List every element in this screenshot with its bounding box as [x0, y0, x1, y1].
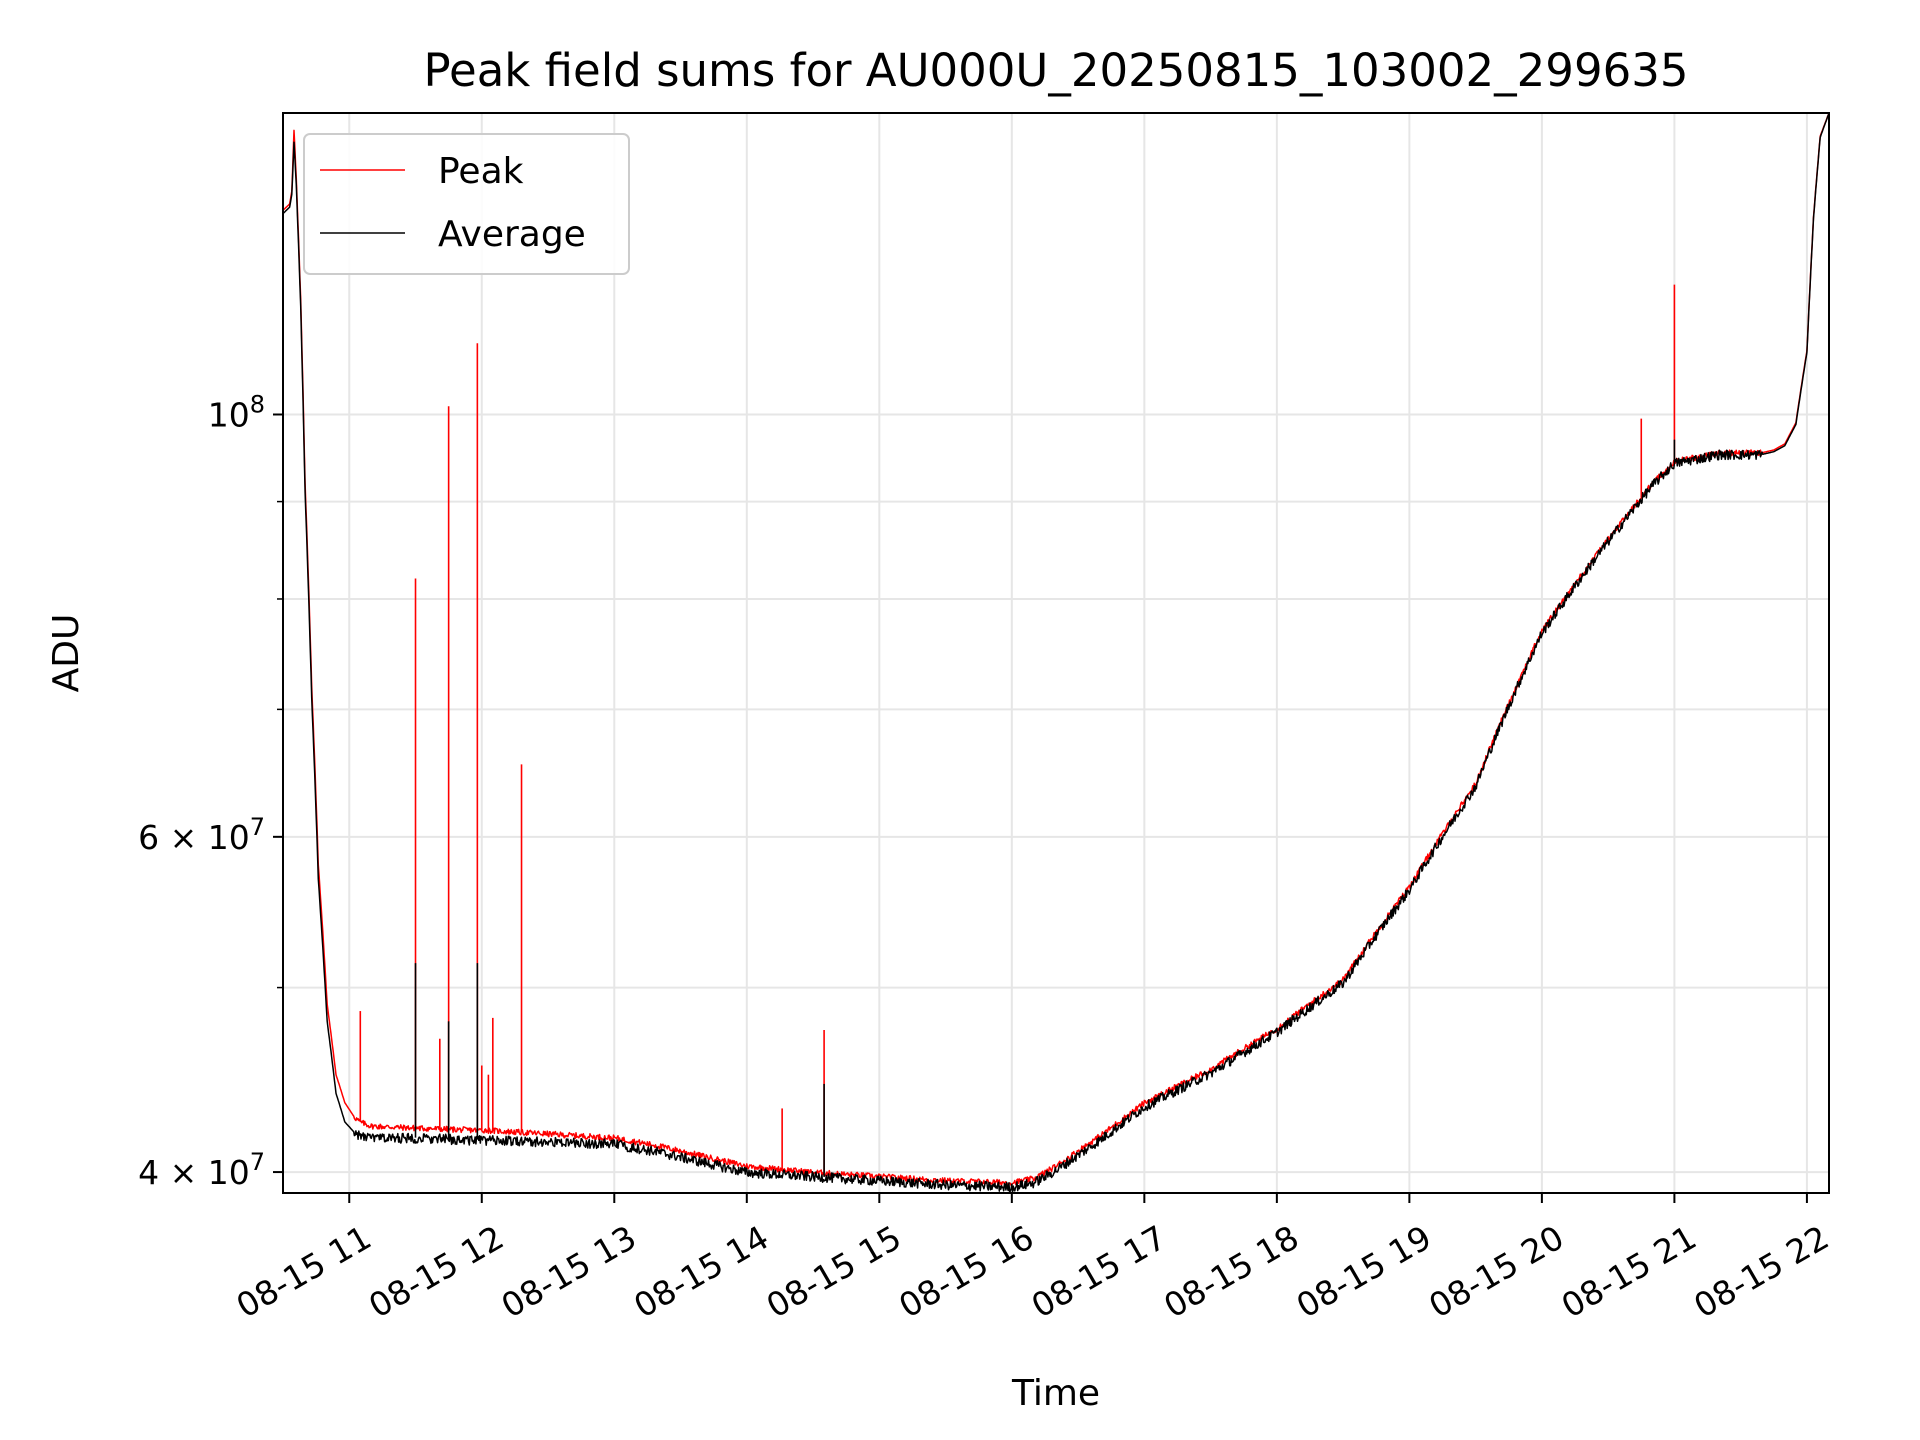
x-axis-label: Time: [1011, 1373, 1100, 1414]
plot-lines: [282, 112, 1830, 1193]
legend-label-average: Average: [438, 214, 586, 255]
y-axis-label: ADU: [46, 614, 87, 693]
plot-frame: [282, 112, 1830, 1194]
legend-label-peak: Peak: [438, 151, 524, 192]
legend: Peak Average: [303, 133, 630, 275]
legend-box: [303, 133, 630, 275]
y-tick-label: 108: [208, 390, 265, 434]
chart-title: Peak field sums for AU000U_20250815_1030…: [424, 44, 1689, 97]
y-tick-label: 4 × 107: [138, 1148, 265, 1192]
series-line-average: [282, 112, 1830, 1193]
y-tick-label: 6 × 107: [138, 813, 265, 857]
